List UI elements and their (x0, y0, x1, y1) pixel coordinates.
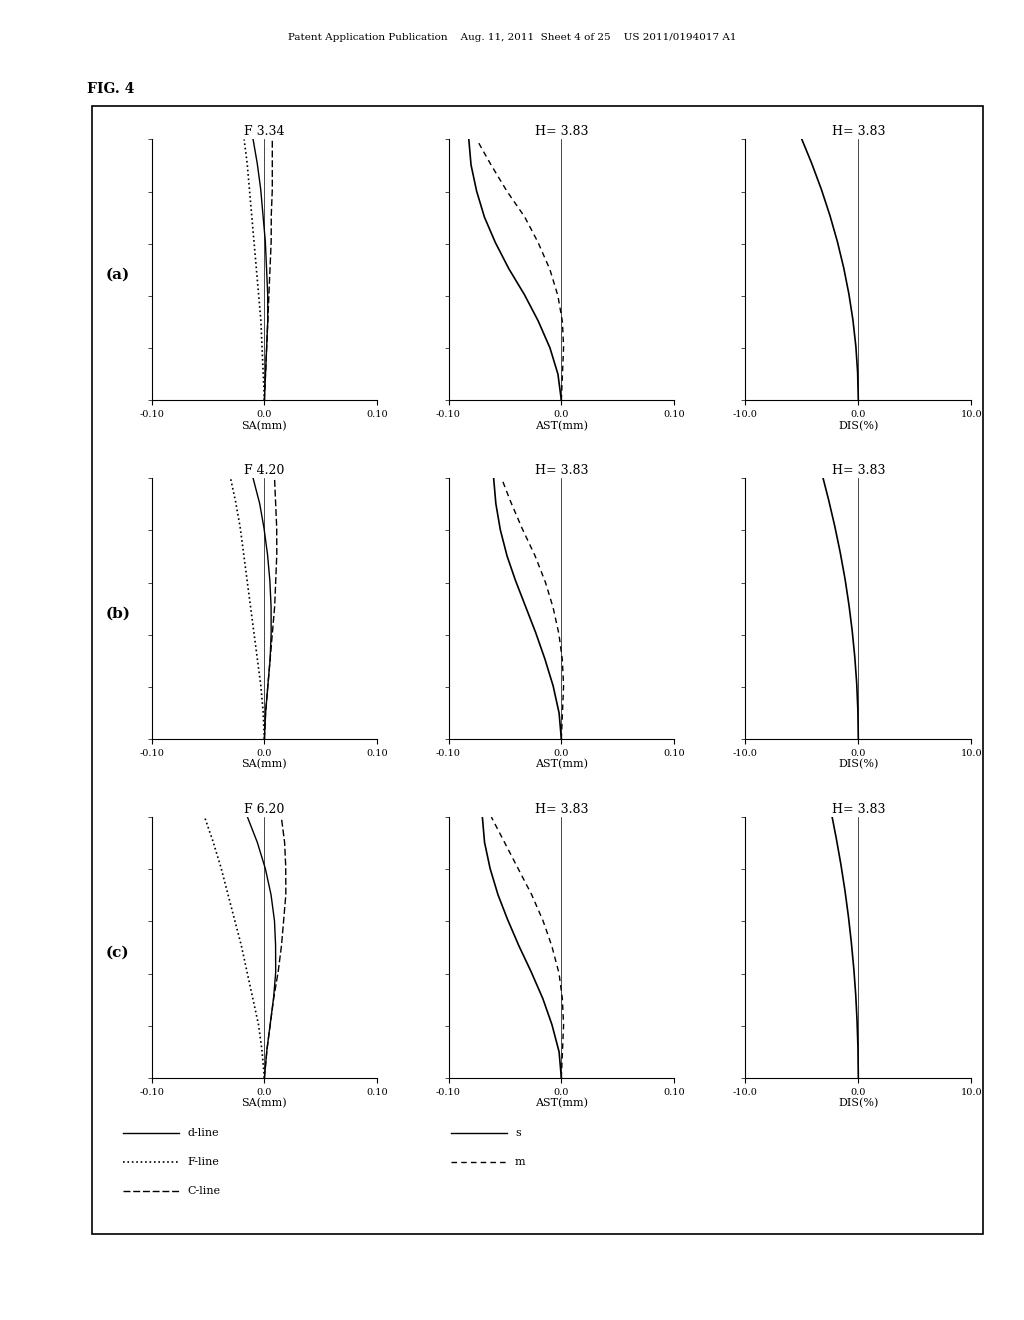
Text: (c): (c) (105, 945, 130, 960)
Text: Patent Application Publication    Aug. 11, 2011  Sheet 4 of 25    US 2011/019401: Patent Application Publication Aug. 11, … (288, 33, 736, 42)
Title: H= 3.83: H= 3.83 (831, 465, 885, 477)
X-axis label: AST(mm): AST(mm) (535, 1098, 588, 1109)
Title: F 4.20: F 4.20 (244, 465, 285, 477)
Text: s: s (515, 1127, 521, 1138)
Text: (b): (b) (105, 607, 130, 620)
Title: H= 3.83: H= 3.83 (831, 125, 885, 139)
X-axis label: SA(mm): SA(mm) (242, 1098, 287, 1109)
Text: (a): (a) (105, 268, 130, 282)
Title: F 3.34: F 3.34 (244, 125, 285, 139)
X-axis label: DIS(%): DIS(%) (838, 421, 879, 430)
Title: H= 3.83: H= 3.83 (535, 125, 588, 139)
X-axis label: SA(mm): SA(mm) (242, 421, 287, 430)
Title: H= 3.83: H= 3.83 (535, 465, 588, 477)
Text: FIG. 4: FIG. 4 (87, 82, 134, 96)
Title: F 6.20: F 6.20 (244, 803, 285, 816)
X-axis label: SA(mm): SA(mm) (242, 759, 287, 770)
Title: H= 3.83: H= 3.83 (831, 803, 885, 816)
Text: d-line: d-line (187, 1127, 219, 1138)
X-axis label: DIS(%): DIS(%) (838, 759, 879, 770)
Text: C-line: C-line (187, 1185, 220, 1196)
Text: m: m (515, 1156, 525, 1167)
Text: F-line: F-line (187, 1156, 219, 1167)
X-axis label: AST(mm): AST(mm) (535, 421, 588, 430)
Title: H= 3.83: H= 3.83 (535, 803, 588, 816)
X-axis label: DIS(%): DIS(%) (838, 1098, 879, 1109)
X-axis label: AST(mm): AST(mm) (535, 759, 588, 770)
